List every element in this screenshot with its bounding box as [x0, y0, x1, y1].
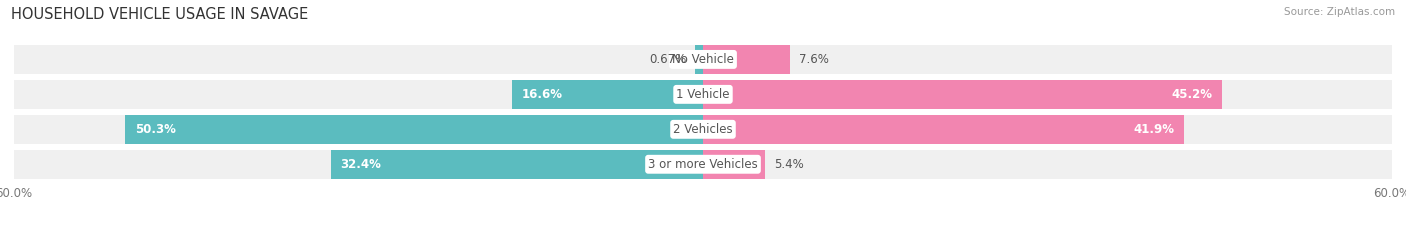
Bar: [703, 45, 790, 74]
Bar: [14, 115, 1392, 144]
Text: Source: ZipAtlas.com: Source: ZipAtlas.com: [1284, 7, 1395, 17]
Text: 5.4%: 5.4%: [775, 158, 804, 171]
Bar: [703, 80, 1222, 109]
Text: No Vehicle: No Vehicle: [672, 53, 734, 66]
Text: 50.3%: 50.3%: [135, 123, 176, 136]
Bar: [512, 80, 703, 109]
Bar: [14, 150, 1392, 179]
Bar: [330, 150, 703, 179]
Text: 3 or more Vehicles: 3 or more Vehicles: [648, 158, 758, 171]
Text: 1 Vehicle: 1 Vehicle: [676, 88, 730, 101]
Text: HOUSEHOLD VEHICLE USAGE IN SAVAGE: HOUSEHOLD VEHICLE USAGE IN SAVAGE: [11, 7, 308, 22]
Text: 16.6%: 16.6%: [522, 88, 562, 101]
Text: 45.2%: 45.2%: [1171, 88, 1213, 101]
Bar: [703, 150, 765, 179]
Text: 41.9%: 41.9%: [1133, 123, 1175, 136]
Bar: [14, 45, 1392, 74]
Bar: [703, 115, 1184, 144]
Text: 7.6%: 7.6%: [800, 53, 830, 66]
Text: 32.4%: 32.4%: [340, 158, 381, 171]
Bar: [125, 115, 703, 144]
Text: 0.67%: 0.67%: [650, 53, 686, 66]
Bar: [696, 45, 703, 74]
Bar: [14, 80, 1392, 109]
Text: 2 Vehicles: 2 Vehicles: [673, 123, 733, 136]
